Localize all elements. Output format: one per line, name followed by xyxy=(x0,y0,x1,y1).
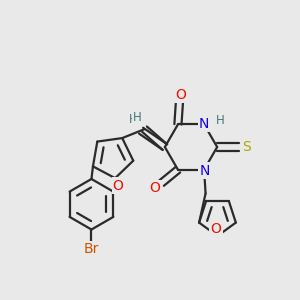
Text: O: O xyxy=(176,88,186,102)
Text: H: H xyxy=(129,113,138,126)
Text: N: N xyxy=(199,117,209,131)
Text: H: H xyxy=(133,111,142,124)
Text: Br: Br xyxy=(84,242,99,256)
Text: H: H xyxy=(216,114,225,127)
Text: O: O xyxy=(211,221,221,236)
Text: O: O xyxy=(113,178,124,193)
Text: O: O xyxy=(150,182,160,195)
Text: S: S xyxy=(242,140,250,154)
Text: N: N xyxy=(200,164,210,178)
